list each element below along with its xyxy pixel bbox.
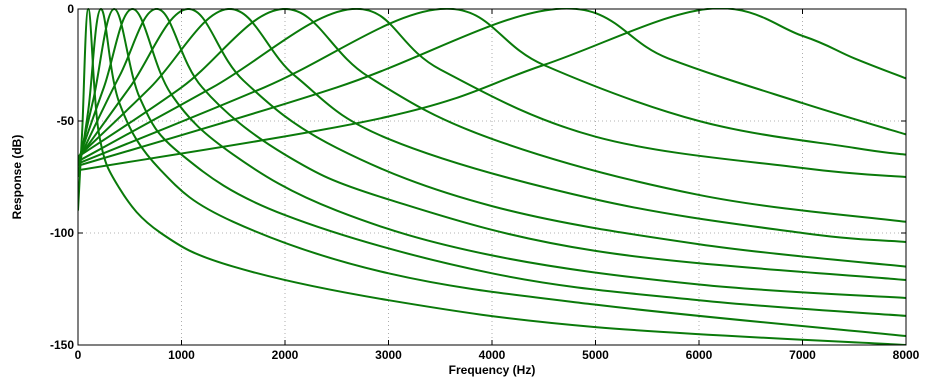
y-tick-label: -100	[50, 226, 74, 240]
x-axis-title: Frequency (Hz)	[449, 363, 536, 377]
x-tick-label: 6000	[686, 348, 713, 362]
y-tick-label: 0	[67, 2, 74, 16]
x-tick-label: 3000	[375, 348, 402, 362]
response-curve-2	[78, 8, 906, 338]
response-curve-1	[78, 8, 906, 345]
response-curve-5	[78, 8, 906, 282]
x-tick-label: 5000	[582, 348, 609, 362]
y-tick-label: -150	[50, 338, 74, 352]
response-curve-7	[78, 8, 906, 243]
x-tick-label: 4000	[479, 348, 506, 362]
response-curve-3	[78, 8, 906, 317]
response-curve-9	[78, 8, 906, 178]
grid-layer	[78, 9, 906, 345]
x-tick-label: 2000	[272, 348, 299, 362]
response-curve-12	[78, 8, 906, 172]
response-curve-10	[78, 8, 906, 165]
x-tick-label: 1000	[168, 348, 195, 362]
ticks-layer: 0 1000 2000 3000 4000 5000 6000 7000 8000 0 -50 -10…	[50, 2, 920, 362]
x-tick-label: 8000	[893, 348, 920, 362]
y-axis-title: Response (dB)	[10, 135, 24, 220]
response-curve-8	[78, 8, 906, 223]
series-layer	[78, 8, 906, 345]
plot-frame	[77, 8, 907, 346]
x-tick-label: 7000	[789, 348, 816, 362]
response-curve-6	[78, 8, 906, 268]
y-tick-label: -50	[57, 114, 75, 128]
response-curve-4	[78, 8, 906, 299]
x-tick-label: 0	[75, 348, 82, 362]
